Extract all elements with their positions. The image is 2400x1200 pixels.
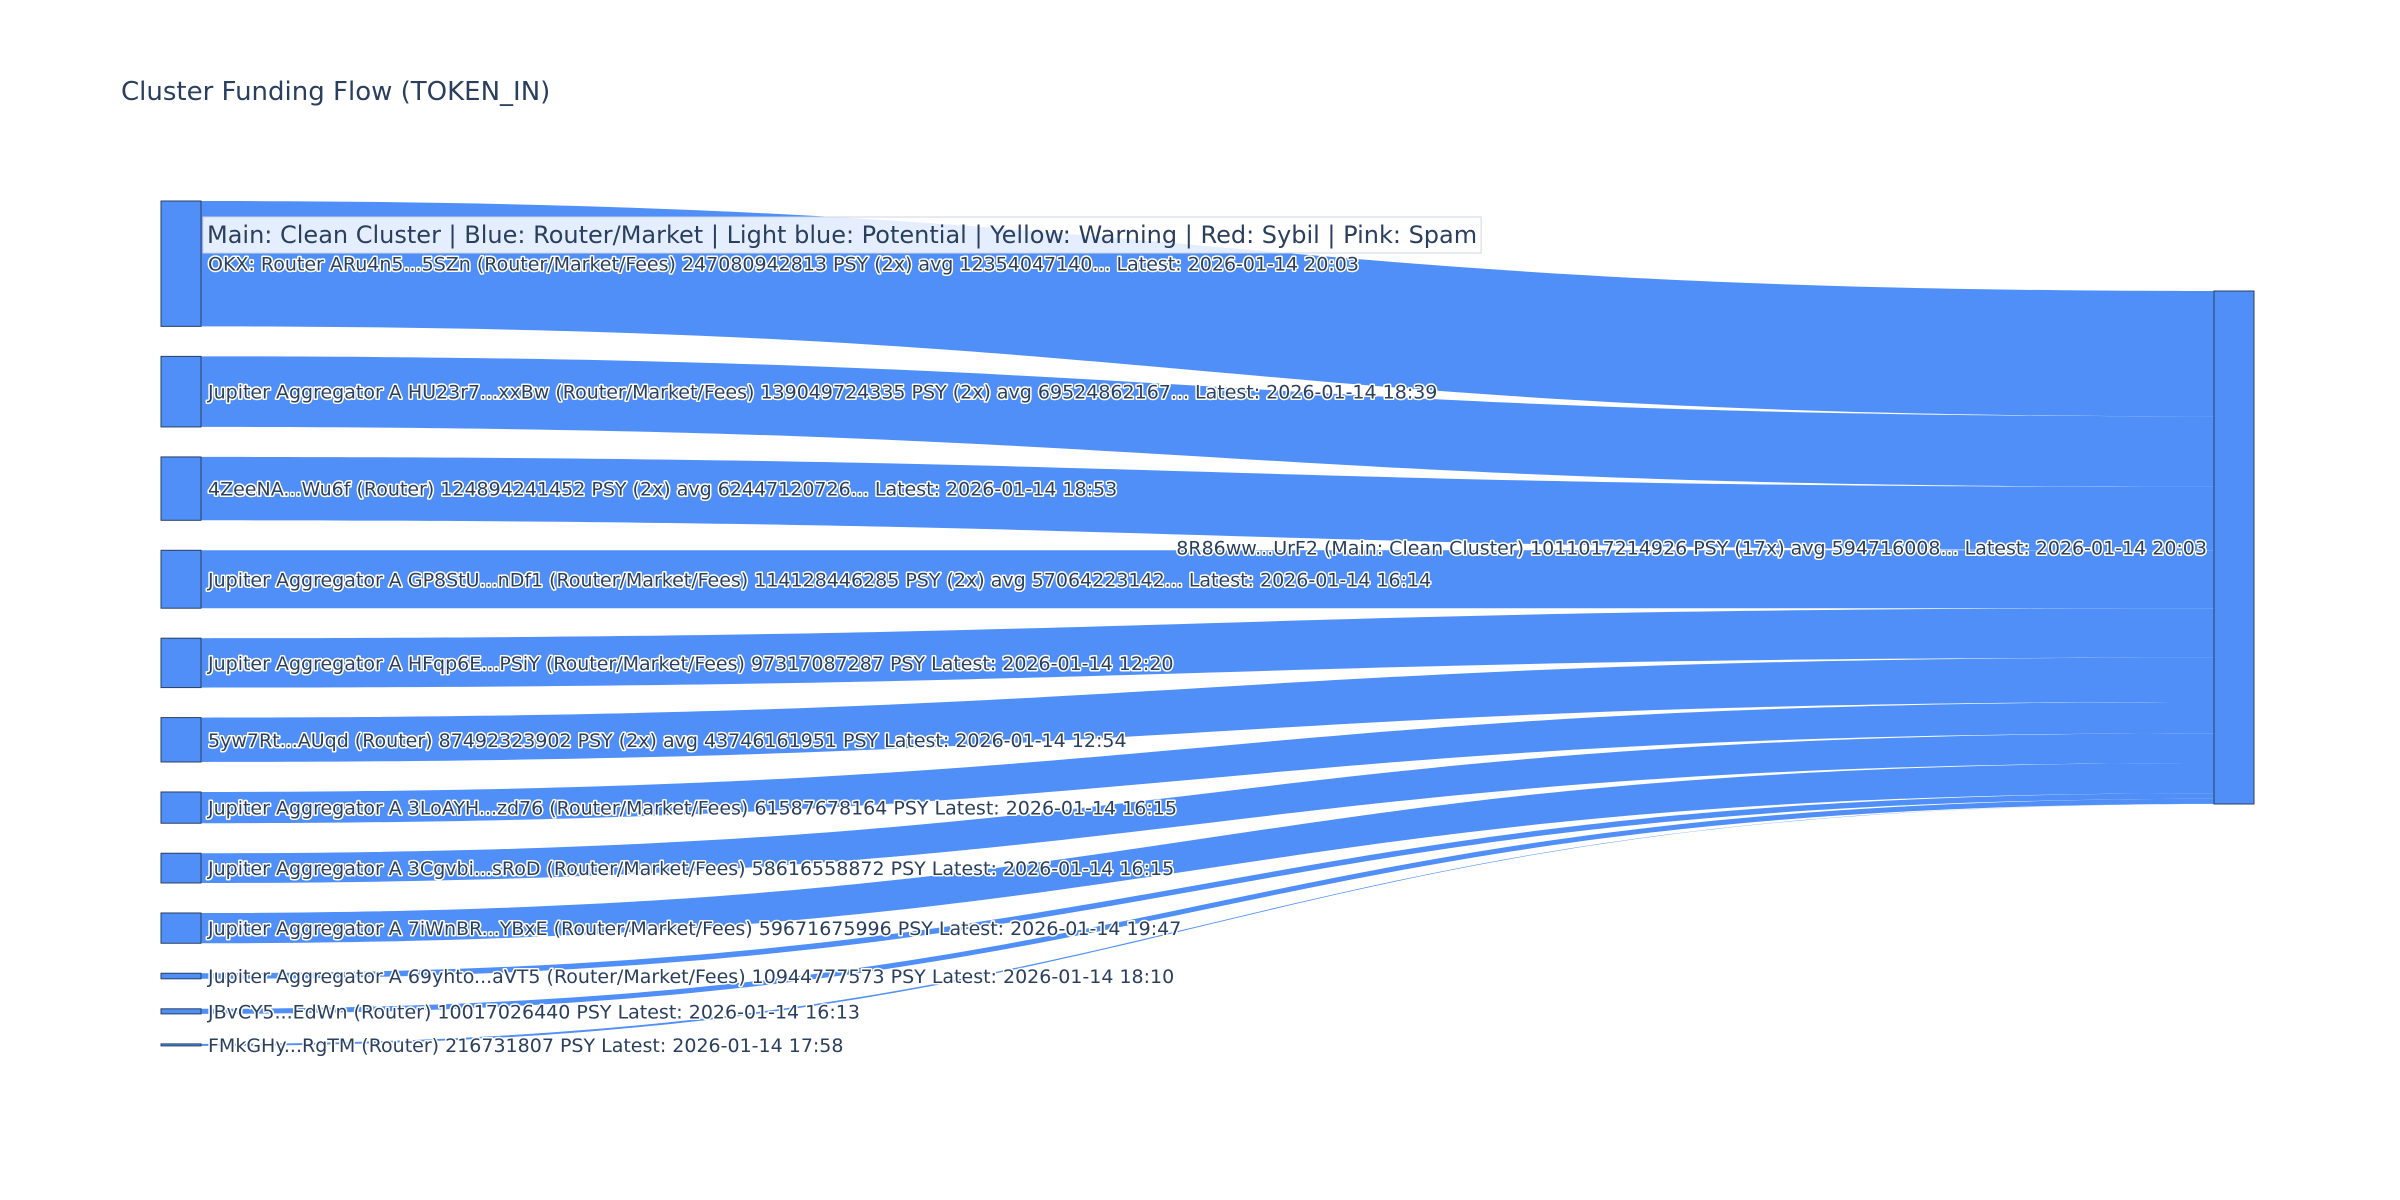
source-node-label: Jupiter Aggregator A HU23r7...xxBw (Rout… [207,382,1437,404]
source-node-label: FMkGHy...RgTM (Router) 216731807 PSY Lat… [208,1035,844,1057]
sankey-link [201,798,2214,1014]
source-node[interactable] [160,200,202,327]
source-node[interactable] [160,717,202,763]
source-node-label: Jupiter Aggregator A 7iWnBR...YBxE (Rout… [207,918,1181,940]
source-node[interactable] [160,912,202,944]
source-node[interactable] [160,972,202,980]
sankey-link [201,608,2214,688]
source-node[interactable] [160,355,202,428]
source-node-label: Jupiter Aggregator A HFqp6E...PSiY (Rout… [207,653,1174,675]
sankey-link [201,701,2214,824]
sankey-link [201,762,2214,944]
sankey-link [201,803,2214,1046]
source-node[interactable] [160,1043,202,1047]
source-node[interactable] [160,456,202,521]
sankey-nodes [160,200,2255,1047]
source-node-label: 4ZeeNA...Wu6f (Router) 124894241452 PSY … [208,479,1117,501]
source-node[interactable] [160,791,202,824]
sankey-labels: OKX: Router ARu4n5...5SZn (Router/Market… [206,252,2209,1058]
sankey-link [201,733,2214,883]
source-node-label: JBvCY5...EdWn (Router) 10017026440 PSY L… [207,1001,860,1023]
chart-legend: Main: Clean Cluster | Blue: Router/Marke… [202,216,1482,254]
sankey-link [201,657,2214,762]
source-node[interactable] [160,1008,202,1015]
source-node[interactable] [160,852,202,884]
sankey-link [201,456,2214,551]
sankey-links [201,201,2214,1046]
sankey-link [201,201,2214,417]
legend-box [202,216,1482,254]
sankey-link [201,550,2214,609]
sankey-link [201,356,2214,487]
target-node[interactable] [2213,290,2255,805]
sankey-link [201,793,2214,979]
chart-title: Cluster Funding Flow (TOKEN_IN) [121,77,550,107]
source-node-label: 5yw7Rt...AUqd (Router) 87492323902 PSY (… [208,730,1127,752]
source-node[interactable] [160,637,202,689]
source-node[interactable] [160,549,202,609]
source-node-label: Jupiter Aggregator A 69yhto...aVT5 (Rout… [207,966,1174,988]
source-node-label: OKX: Router ARu4n5...5SZn (Router/Market… [208,254,1359,276]
target-node-label: 8R86ww...UrF2 (Main: Clean Cluster) 1011… [1176,538,2207,560]
legend-text: Main: Clean Cluster | Blue: Router/Marke… [207,221,1477,249]
source-node-label: Jupiter Aggregator A GP8StU...nDf1 (Rout… [207,569,1431,591]
source-node-label: Jupiter Aggregator A 3LoAYH...zd76 (Rout… [207,798,1177,820]
source-node-label: Jupiter Aggregator A 3Cgvbi...sRoD (Rout… [207,858,1174,880]
